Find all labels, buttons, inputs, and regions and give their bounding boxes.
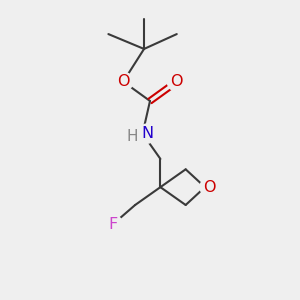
Circle shape xyxy=(123,127,142,146)
Circle shape xyxy=(114,72,133,91)
Circle shape xyxy=(200,178,219,197)
Circle shape xyxy=(103,215,122,234)
Text: O: O xyxy=(170,74,183,89)
Text: O: O xyxy=(117,74,130,89)
Text: N: N xyxy=(141,126,153,141)
Text: F: F xyxy=(108,217,118,232)
Circle shape xyxy=(137,124,157,143)
Circle shape xyxy=(167,72,186,91)
Text: O: O xyxy=(203,180,216,195)
Text: H: H xyxy=(126,129,138,144)
